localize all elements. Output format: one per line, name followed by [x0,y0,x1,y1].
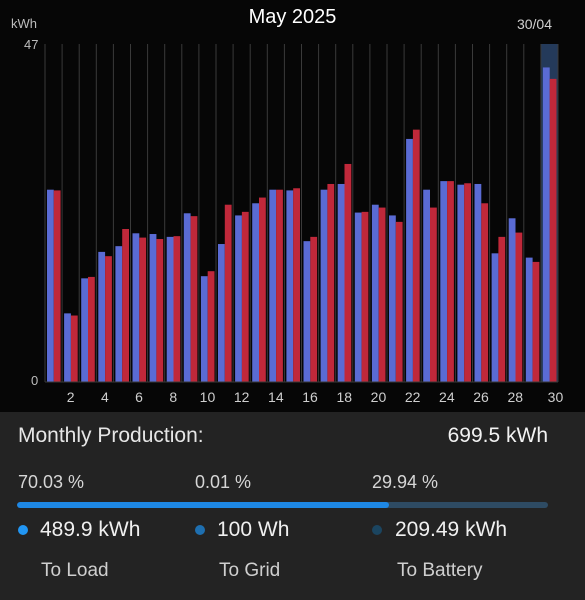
bar-blue-day-4[interactable] [98,251,106,382]
x-tick-label: 18 [336,389,352,405]
bar-blue-day-9[interactable] [183,213,191,382]
bar-red-day-20[interactable] [378,207,386,382]
bar-red-day-11[interactable] [224,204,232,382]
grid-percent: 0.01 % [195,472,252,492]
bar-red-day-8[interactable] [173,236,181,382]
bar-red-day-30[interactable] [549,78,557,383]
bar-blue-day-1[interactable] [47,189,54,382]
bar-blue-day-14[interactable] [269,189,277,382]
x-tick-label: 14 [268,389,284,405]
x-tick-label: 6 [135,389,143,405]
grid-dot-icon [195,525,205,535]
bar-blue-day-25[interactable] [457,184,465,382]
bar-blue-day-16[interactable] [303,241,311,382]
bar-blue-day-19[interactable] [354,212,362,382]
bar-red-day-10[interactable] [207,271,215,382]
bar-red-day-24[interactable] [447,181,454,382]
distribution-progress-fill [17,502,389,508]
load-label: To Load [41,560,109,581]
bar-blue-day-10[interactable] [200,276,208,382]
bar-blue-day-18[interactable] [337,183,345,382]
chart-title: May 2025 [248,6,337,28]
grid-value: 100 Wh [217,518,290,541]
bar-blue-day-21[interactable] [389,215,396,382]
battery-percent: 29.94 % [372,472,439,492]
bar-red-day-18[interactable] [344,163,352,382]
bar-red-day-15[interactable] [293,188,300,382]
battery-value: 209.49 kWh [395,518,508,541]
x-tick-label: 12 [234,389,250,405]
bar-red-day-2[interactable] [70,315,78,382]
bar-blue-day-23[interactable] [423,189,430,382]
bar-blue-day-6[interactable] [132,233,140,382]
load-percent: 70.03 % [18,472,85,492]
bar-red-day-23[interactable] [430,207,437,382]
bar-red-day-4[interactable] [105,256,112,382]
distribution-progress-track [17,502,548,508]
x-tick-label: 28 [507,389,523,405]
selected-date-label: 30/04 [516,16,552,32]
bar-red-day-7[interactable] [156,239,164,382]
monthly-summary-panel: Monthly Production: 699.5 kWh 70.03 % 0.… [0,412,585,600]
bar-red-day-25[interactable] [464,183,471,382]
x-tick-label: 16 [302,389,318,405]
bar-blue-day-13[interactable] [252,203,259,382]
monthly-production-value: 699.5 kWh [447,424,548,447]
bar-red-day-12[interactable] [241,211,249,382]
bar-red-day-17[interactable] [327,183,335,382]
bar-red-day-14[interactable] [276,189,283,382]
x-tick-label: 8 [169,389,177,405]
bar-red-day-22[interactable] [412,129,420,382]
bar-blue-day-8[interactable] [166,236,174,382]
bar-red-day-3[interactable] [88,276,95,382]
bar-blue-day-15[interactable] [286,190,294,382]
x-tick-label: 22 [405,389,421,405]
load-value: 489.9 kWh [40,518,141,541]
y-tick-max: 47 [24,37,39,52]
bar-blue-day-11[interactable] [218,244,225,382]
y-axis-unit: kWh [11,16,37,31]
bar-blue-day-20[interactable] [371,204,379,382]
x-tick-label: 2 [67,389,75,405]
bar-red-day-13[interactable] [259,197,266,382]
bar-blue-day-28[interactable] [508,218,516,382]
bar-blue-day-26[interactable] [474,183,482,382]
load-dot-icon [18,525,28,535]
bar-blue-day-12[interactable] [235,215,242,382]
x-tick-label: 30 [548,389,564,405]
x-tick-label: 4 [101,389,109,405]
x-tick-label: 24 [439,389,455,405]
bar-red-day-16[interactable] [310,236,318,382]
bar-red-day-6[interactable] [139,237,147,382]
production-chart-panel: 2 4 6 8 10 12 14 16 18 20 22 24 26 28 30 May 2025 kWh … [0,0,585,412]
bar-red-day-26[interactable] [481,203,489,382]
x-tick-label: 20 [371,389,387,405]
x-tick-label: 26 [473,389,489,405]
bar-blue-day-24[interactable] [440,181,448,382]
bar-blue-day-7[interactable] [149,234,157,382]
bar-red-day-29[interactable] [532,261,540,382]
bar-blue-day-27[interactable] [491,253,499,382]
y-tick-zero: 0 [31,373,39,388]
bar-red-day-28[interactable] [515,232,523,382]
bar-red-day-1[interactable] [53,190,61,382]
bar-blue-day-29[interactable] [525,257,533,382]
production-bar-chart[interactable]: 2 4 6 8 10 12 14 16 18 20 22 24 26 28 30 [0,0,585,412]
bar-red-day-5[interactable] [122,229,129,382]
bar-red-day-21[interactable] [395,221,403,382]
bar-blue-day-17[interactable] [320,189,328,382]
battery-label: To Battery [397,560,483,581]
grid-label: To Grid [219,560,281,581]
x-tick-label: 10 [200,389,216,405]
bar-blue-day-30[interactable] [542,67,550,382]
bar-red-day-27[interactable] [498,236,506,382]
bar-red-day-9[interactable] [190,216,198,382]
bar-blue-day-2[interactable] [64,313,71,382]
monthly-production-label: Monthly Production: [18,424,204,447]
battery-dot-icon [372,525,382,535]
bar-blue-day-22[interactable] [406,138,413,382]
bar-red-day-19[interactable] [361,211,369,382]
bar-blue-day-5[interactable] [115,246,123,382]
bar-blue-day-3[interactable] [81,278,88,382]
